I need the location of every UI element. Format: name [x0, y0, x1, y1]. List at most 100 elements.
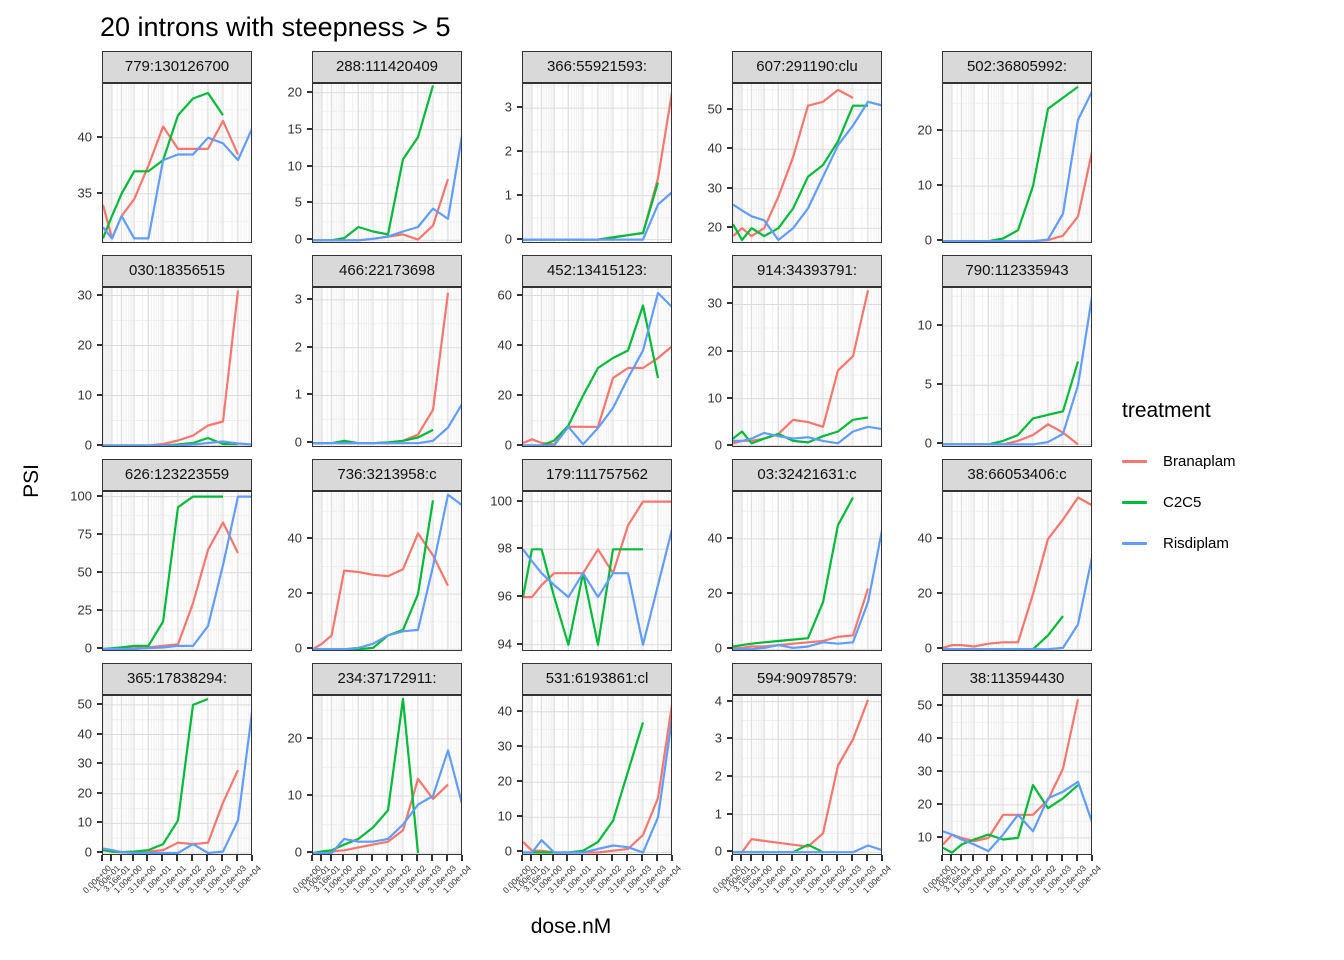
y-tick-label: 0	[84, 437, 92, 452]
line-branaplam	[733, 588, 870, 649]
y-tick-mark	[937, 736, 942, 739]
legend-label: Risdiplam	[1163, 534, 1229, 552]
y-tick-mark	[937, 442, 942, 445]
x-tick-mark	[342, 855, 345, 861]
y-axis: 20 30 40 50	[678, 83, 732, 243]
y-tick-label: 30	[917, 763, 932, 779]
facet-cell: 38:113594430 10 20 30 40 50 0.00e+00 1.00e-01 3.…	[888, 663, 1103, 911]
facet-panel	[102, 287, 252, 447]
x-tick-mark	[521, 855, 523, 861]
x-tick-mark	[132, 855, 135, 861]
y-tick-label: 5	[924, 376, 932, 392]
y-axis-title-column: PSI	[16, 51, 48, 911]
facet-cell: 366:55921593: 0 1 2 3	[468, 51, 674, 255]
line-c2c5	[733, 496, 854, 648]
y-tick-label: 30	[77, 287, 92, 302]
facet-strip: 594:90978579:	[732, 663, 882, 695]
facet-cell: 607:291190:clu 20 30 40 50	[678, 51, 884, 255]
y-tick-label: 20	[917, 796, 932, 812]
facet-strip: 502:36805992:	[942, 51, 1092, 83]
y-tick-mark	[517, 744, 522, 747]
y-axis: 35 40	[48, 83, 102, 243]
x-axis: 0.00e+00 1.00e-01 3.16e-01 1.00e+00 3.16e+00…	[291, 855, 473, 911]
facet-panel	[522, 287, 672, 447]
x-tick-mark	[415, 855, 418, 861]
facet-cell: 736:3213958:c 0 20 40	[258, 459, 464, 663]
y-tick-label: 30	[77, 755, 92, 771]
y-tick-label: 50	[77, 564, 92, 580]
line-c2c5	[523, 548, 643, 646]
line-branaplam	[523, 500, 671, 599]
line-risdiplam	[313, 493, 461, 650]
facet-grid: 779:130126700 35 40 288:111420409 0 5 10 15 20 36…	[48, 51, 1103, 911]
y-tick-label: 50	[917, 697, 932, 713]
line-branaplam	[733, 290, 870, 445]
y-tick-mark	[307, 164, 312, 167]
line-risdiplam	[733, 529, 881, 650]
facet-cell: 288:111420409 0 5 10 15 20	[258, 51, 464, 255]
legend-label: Branaplam	[1163, 452, 1236, 470]
y-axis: 0 1 2 3	[258, 287, 312, 450]
y-tick-mark	[97, 343, 102, 346]
line-risdiplam	[733, 425, 881, 445]
x-axis: 0.00e+00 1.00e-01 3.16e-01 1.00e+00 3.16e+00…	[921, 855, 1103, 911]
line-c2c5	[943, 783, 1079, 854]
line-risdiplam	[103, 495, 251, 650]
line-risdiplam	[523, 291, 671, 446]
y-tick-label: 0	[84, 844, 92, 860]
y-tick-label: 40	[77, 129, 92, 145]
legend-label: C2C5	[1163, 493, 1202, 511]
x-tick-mark	[320, 855, 323, 861]
line-branaplam	[943, 423, 1079, 446]
x-tick-mark	[566, 855, 569, 861]
y-tick-mark	[727, 147, 732, 150]
y-tick-mark	[97, 851, 102, 854]
y-tick-label: 10	[707, 390, 722, 406]
y-tick-label: 94	[497, 636, 512, 652]
panel	[102, 83, 252, 243]
y-tick-mark	[307, 736, 312, 739]
y-tick-mark	[727, 774, 732, 777]
y-tick-mark	[517, 293, 522, 296]
y-tick-label: 0	[504, 231, 512, 247]
x-tick-mark	[445, 855, 448, 861]
panel	[732, 491, 882, 651]
y-tick-mark	[517, 443, 522, 446]
page-title: 20 introns with steepness > 5	[100, 12, 451, 42]
facet-cell: 234:37172911: 0 10 20 0.00e+00 1.00e-01 3.16e-…	[258, 663, 473, 911]
facet-cell: 626:123223559 0 25 50 75 100	[48, 459, 254, 663]
panel	[312, 287, 462, 447]
y-tick-mark	[517, 499, 522, 502]
x-tick-mark	[119, 855, 122, 861]
facet-strip: 288:111420409	[312, 51, 462, 83]
y-tick-label: 0	[504, 437, 512, 452]
x-tick-mark	[986, 855, 989, 861]
y-tick-label: 30	[707, 295, 722, 311]
legend-item-risdiplam: Risdiplam	[1122, 535, 1344, 552]
y-tick-mark	[937, 802, 942, 805]
y-axis: 0 10 20 30	[48, 287, 102, 452]
y-tick-mark	[727, 443, 732, 446]
facet-strip: 030:18356515	[102, 255, 252, 287]
y-tick-label: 40	[497, 337, 512, 352]
line-c2c5	[313, 697, 420, 854]
x-tick-mark	[461, 855, 463, 861]
panel	[732, 287, 882, 447]
y-tick-label: 20	[497, 387, 512, 402]
panel	[312, 695, 462, 855]
y-tick-label: 0	[294, 640, 302, 656]
y-tick-mark	[937, 536, 942, 539]
y-tick-mark	[307, 647, 312, 650]
panel	[732, 83, 882, 243]
y-tick-label: 96	[497, 588, 512, 604]
x-axis: 0.00e+00 1.00e-01 3.16e-01 1.00e+00 3.16e+00…	[501, 855, 683, 911]
x-tick-mark	[972, 855, 975, 861]
y-tick-label: 0	[294, 231, 302, 247]
y-tick-mark	[517, 709, 522, 712]
y-tick-label: 100	[70, 488, 92, 504]
line-branaplam	[523, 345, 671, 446]
y-tick-label: 15	[287, 121, 302, 137]
y-tick-mark	[517, 780, 522, 783]
y-tick-mark	[937, 383, 942, 386]
line-risdiplam	[103, 711, 251, 854]
